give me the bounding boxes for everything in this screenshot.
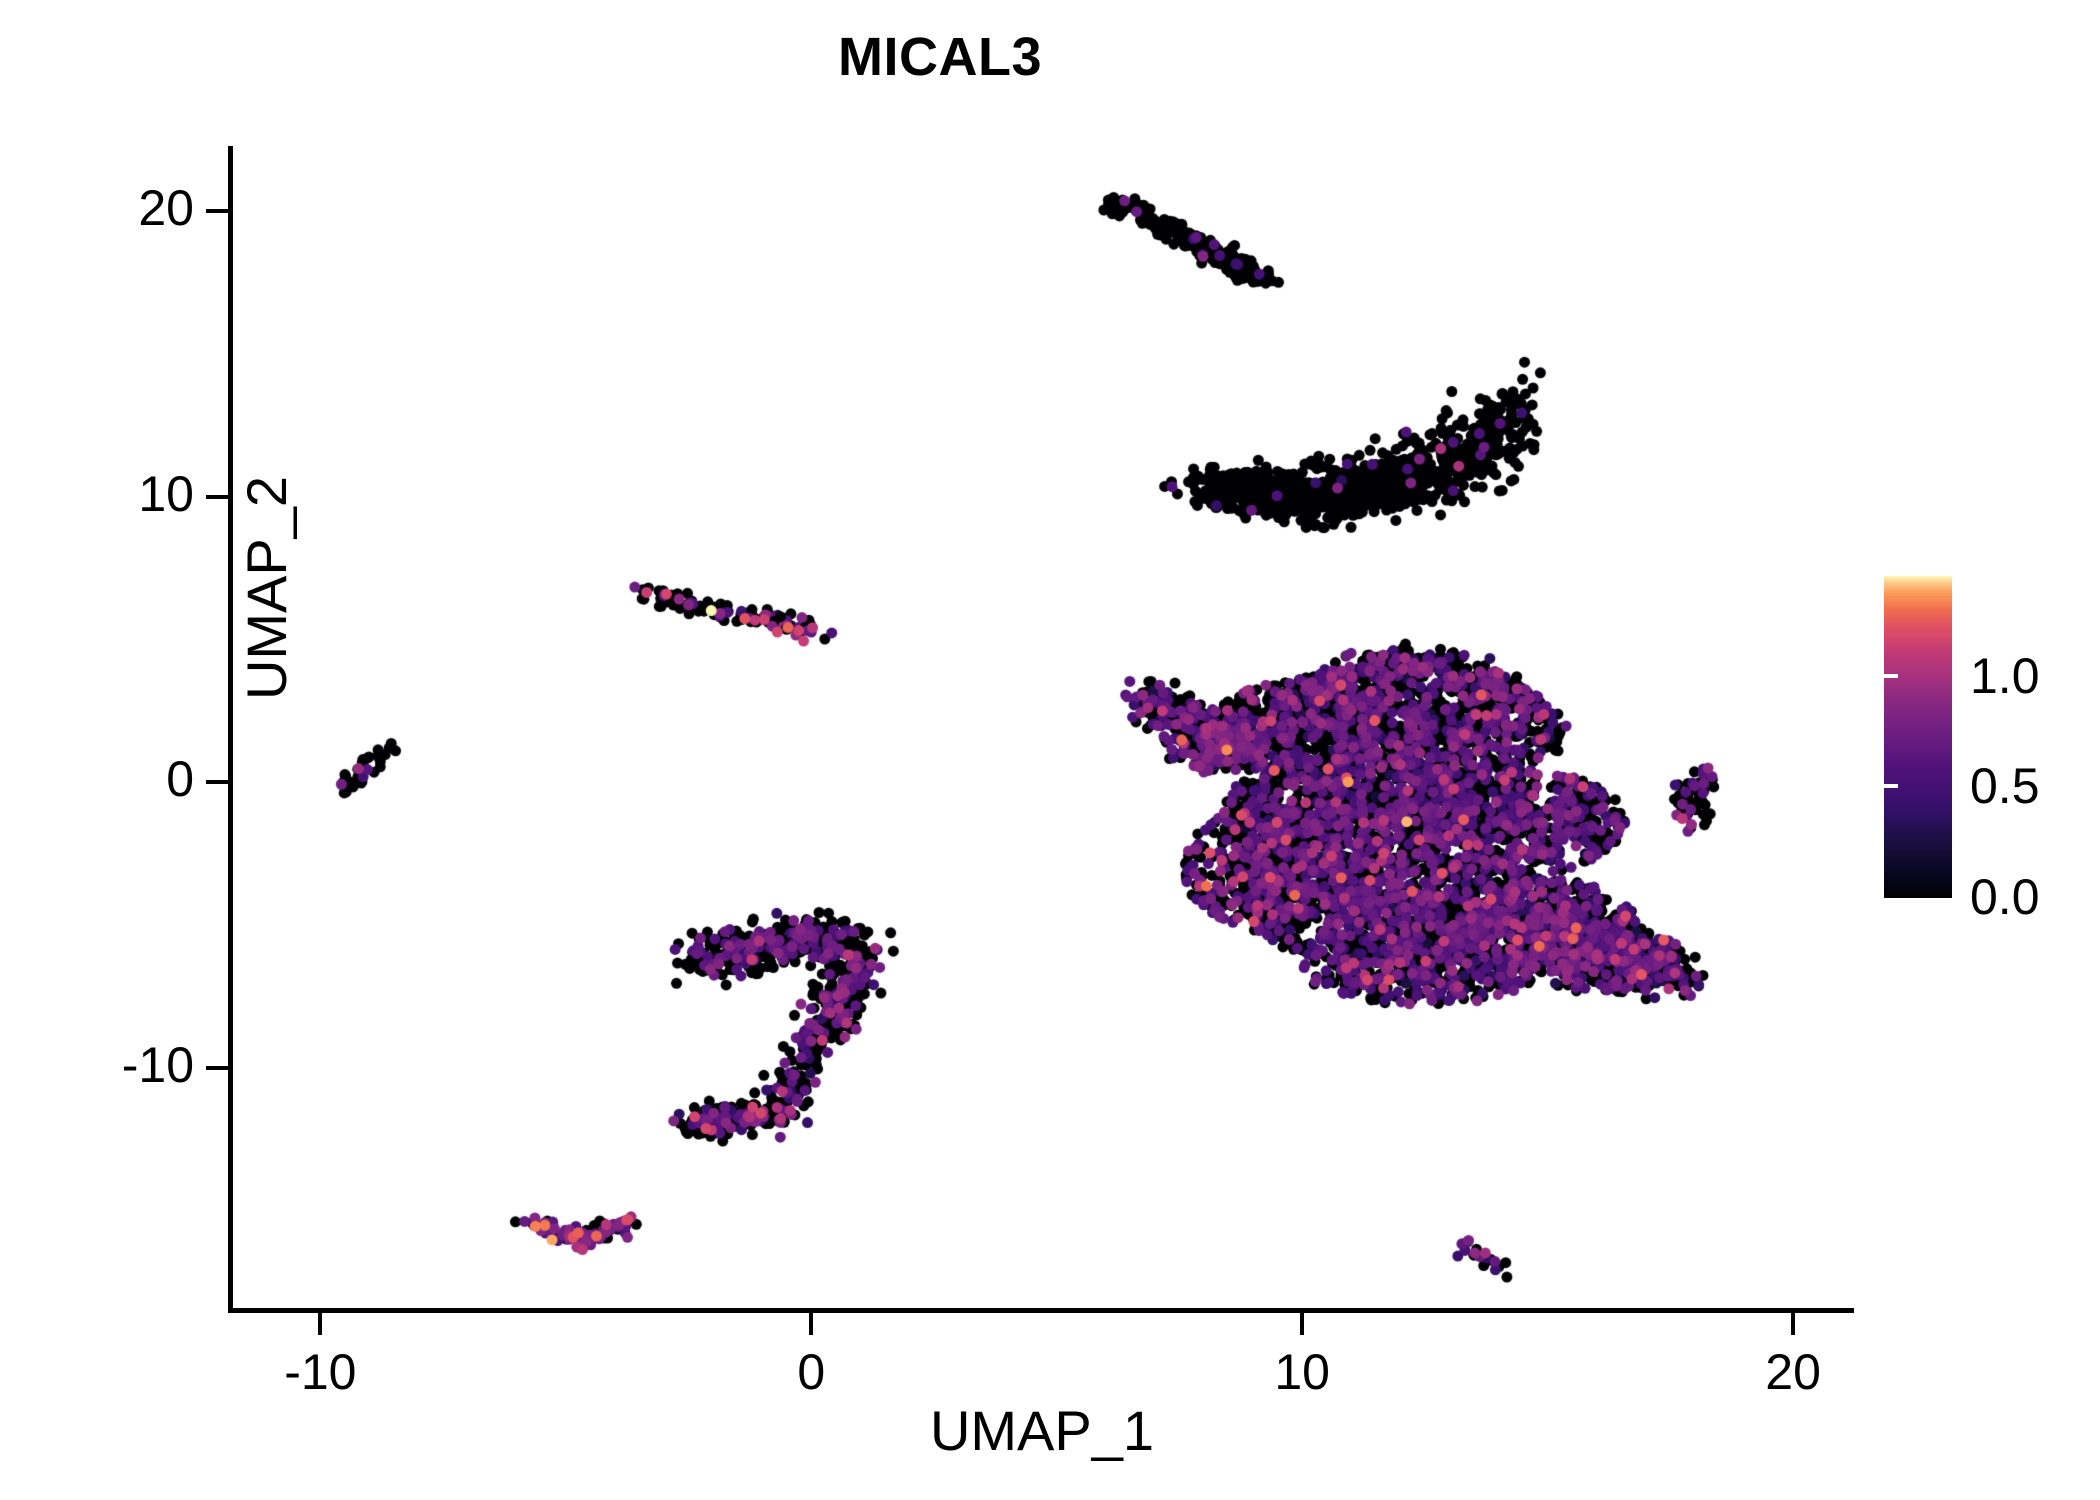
y-tick-label: 20	[138, 179, 194, 236]
colorbar-tick-mark	[2070, 784, 2084, 789]
y-axis-line	[228, 146, 233, 1312]
y-tick-0: 0	[0, 751, 228, 807]
x-tick-mark	[318, 1313, 323, 1335]
y-tick-label: -10	[121, 1037, 194, 1093]
y-tick-mark	[206, 780, 228, 785]
colorbar-label-1.0: 1.0	[1970, 647, 2040, 704]
x-axis-label: UMAP_1	[929, 1399, 1155, 1462]
y-tick-label: 0	[166, 751, 194, 808]
y-tick-20: 20	[0, 180, 228, 236]
colorbar-tick-mark	[2070, 673, 2084, 678]
y-tick-label: 10	[138, 465, 194, 522]
x-tick-label: -10	[284, 1344, 357, 1400]
colorbar-label-0.5: 0.5	[1970, 758, 2040, 815]
x-tick-label: 0	[797, 1344, 826, 1400]
page-title: MICAL3	[838, 27, 1042, 87]
colorbar-legend: 1.0 0.5 0.0	[1884, 576, 2084, 925]
x-tick-mark	[1300, 1313, 1305, 1335]
x-tick-label: 10	[1274, 1344, 1330, 1400]
x-axis-line	[228, 1308, 1854, 1313]
y-tick-mark	[206, 1066, 228, 1070]
x-tick-label: 20	[1765, 1344, 1821, 1400]
y-tick-10: 10	[0, 466, 228, 522]
scatter-plot-canvas	[232, 148, 1852, 1308]
x-tick-mark	[1791, 1313, 1796, 1335]
y-tick-mark	[206, 208, 228, 213]
colorbar-tick-mark	[1884, 673, 1898, 678]
y-tick--10: -10	[0, 1037, 228, 1093]
colorbar-label-0.0: 0.0	[1970, 869, 2040, 925]
colorbar-gradient	[1884, 576, 1952, 898]
x-tick-mark	[809, 1313, 814, 1335]
plot-panel	[232, 148, 1852, 1308]
colorbar-tick-mark	[1884, 784, 1898, 789]
y-axis-label: UMAP_2	[235, 475, 298, 701]
y-tick-mark	[206, 494, 228, 499]
